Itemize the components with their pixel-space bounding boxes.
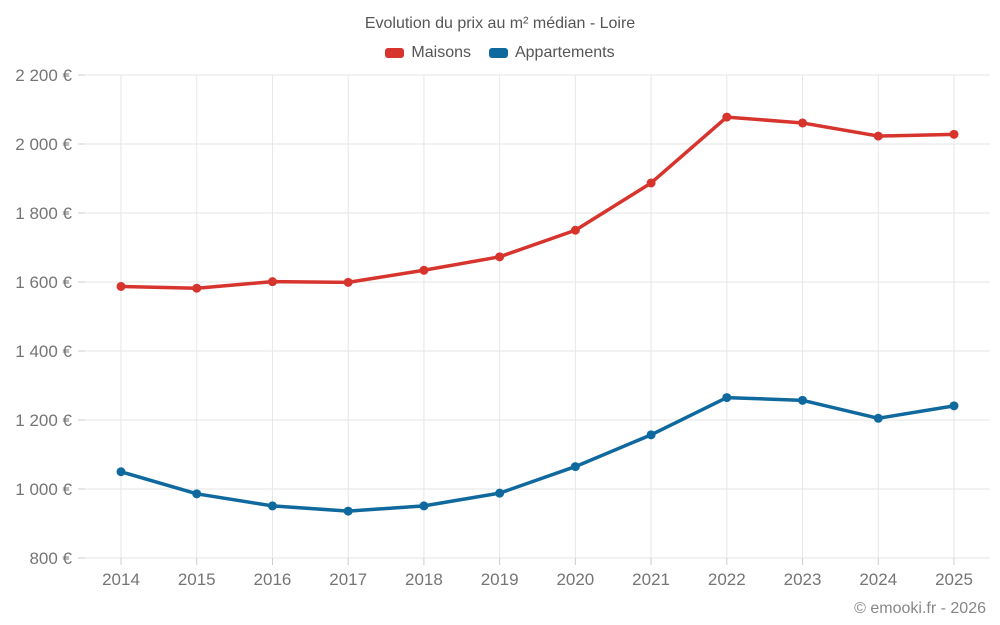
maisons-point-2020: [570, 225, 580, 235]
appartements-point-2018: [419, 501, 429, 511]
x-axis-label: 2023: [784, 570, 822, 589]
maisons-point-2022: [722, 112, 732, 122]
maisons-point-2017: [343, 277, 353, 287]
x-axis-label: 2017: [329, 570, 367, 589]
x-axis-label: 2024: [859, 570, 897, 589]
x-axis-label: 2020: [556, 570, 594, 589]
y-axis-label: 2 200 €: [15, 66, 72, 85]
x-axis-label: 2025: [935, 570, 973, 589]
y-axis-label: 1 400 €: [15, 342, 72, 361]
x-axis-label: 2014: [102, 570, 140, 589]
appartements-point-2016: [267, 501, 277, 511]
maisons-line: [119, 115, 956, 290]
maisons-swatch: [385, 48, 405, 58]
x-axis-label: 2021: [632, 570, 670, 589]
y-axis-label: 800 €: [29, 549, 72, 568]
x-axis-label: 2019: [481, 570, 519, 589]
appartements-point-2023: [798, 395, 808, 405]
y-axis-label: 2 000 €: [15, 135, 72, 154]
maisons-point-2019: [495, 252, 505, 262]
y-axis-label: 1 800 €: [15, 204, 72, 223]
legend-item-maisons: Maisons: [385, 44, 471, 62]
appartements-point-2025: [949, 401, 959, 411]
appartements-point-2021: [646, 430, 656, 440]
maisons-point-2015: [192, 283, 202, 293]
maisons-point-2016: [267, 277, 277, 287]
appartements-line: [119, 395, 956, 513]
x-axis-label: 2016: [254, 570, 292, 589]
appartements-legend-label: Appartements: [514, 44, 615, 61]
watermark: © emooki.fr - 2026: [854, 600, 986, 617]
maisons-point-2025: [949, 129, 959, 139]
x-axis-label: 2022: [708, 570, 746, 589]
appartements-point-2014: [116, 467, 126, 477]
appartements-point-2019: [495, 488, 505, 498]
legend-item-appartements: Appartements: [488, 44, 615, 62]
y-axis-label: 1 200 €: [15, 411, 72, 430]
chart-legend: Maisons Appartements: [0, 44, 1000, 62]
x-axis-label: 2015: [178, 570, 216, 589]
appartements-point-2015: [192, 489, 202, 499]
appartements-point-2024: [873, 413, 883, 423]
chart-title: Evolution du prix au m² médian - Loire: [364, 15, 636, 32]
appartements-point-2022: [722, 393, 732, 403]
appartements-point-2017: [343, 506, 353, 516]
maisons-point-2021: [646, 178, 656, 188]
maisons-point-2014: [116, 281, 126, 291]
maisons-point-2023: [798, 118, 808, 128]
maisons-point-2024: [873, 131, 883, 141]
appartements-swatch: [488, 48, 508, 58]
x-axis-label: 2018: [405, 570, 443, 589]
appartements-point-2020: [570, 462, 580, 472]
maisons-legend-label: Maisons: [411, 44, 471, 61]
maisons-point-2018: [419, 265, 429, 275]
y-axis-label: 1 000 €: [15, 480, 72, 499]
y-axis-label: 1 600 €: [15, 273, 72, 292]
